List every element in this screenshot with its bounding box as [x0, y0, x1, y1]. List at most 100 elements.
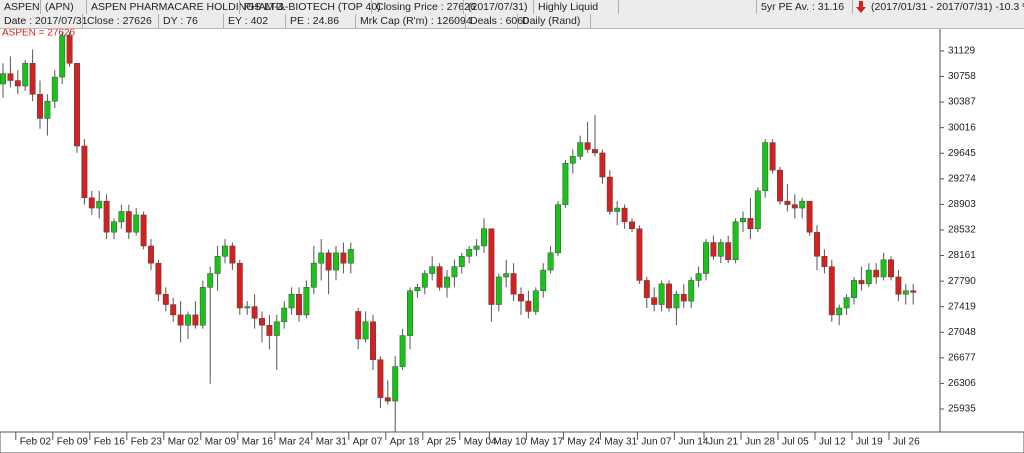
candle-body: [51, 76, 58, 102]
x-tick-label: May 04: [464, 437, 497, 448]
candle-body: [814, 231, 820, 257]
candle-body: [59, 35, 66, 78]
x-tick-label: Jul 12: [819, 437, 846, 448]
candle-body: [710, 242, 717, 257]
x-tick-label: May 17: [530, 437, 563, 448]
x-tick-label: Apr 18: [390, 437, 420, 448]
candle-body: [251, 306, 258, 319]
candle-body: [880, 259, 887, 278]
x-tick-label: Mar 24: [279, 437, 311, 448]
ey: EY : 402: [223, 14, 268, 28]
candle-body: [362, 321, 369, 340]
x-axis-band: [0, 431, 1024, 453]
period-change: (2017/01/31 - 2017/07/31) -10.3 %: [852, 0, 1024, 14]
candle-body: [281, 307, 288, 323]
market-cap: Mrk Cap (R'm) : 126094: [355, 14, 472, 28]
candle-body: [747, 218, 754, 229]
candle-body: [651, 297, 658, 305]
candle-body: [777, 169, 783, 202]
candle-body: [214, 256, 221, 274]
candle-body: [695, 273, 702, 281]
candle-body: [185, 314, 191, 326]
candle-body: [740, 218, 746, 223]
candle-body: [325, 252, 332, 271]
candle-body: [273, 321, 280, 336]
candle-body: [629, 221, 635, 229]
candle-body: [902, 290, 909, 295]
candle-body: [421, 273, 428, 288]
y-tick-label: 26306: [948, 378, 976, 389]
candle-body: [584, 142, 591, 150]
x-tick-label: Jun 07: [641, 437, 671, 448]
candle-body: [836, 307, 843, 316]
x-tick-label: May 31: [604, 437, 637, 448]
candle-body: [148, 245, 154, 264]
x-tick-label: Feb 16: [94, 437, 126, 448]
x-tick-label: Jun 28: [745, 437, 775, 448]
candle-body: [458, 256, 465, 267]
x-tick-label: Mar 31: [316, 437, 348, 448]
candle-body: [259, 318, 265, 326]
candle-body: [592, 149, 598, 154]
candle-body: [865, 269, 872, 285]
candle-body: [495, 276, 502, 305]
candle-body: [207, 273, 214, 288]
candle-body: [466, 249, 473, 257]
candle-body: [74, 63, 80, 147]
candle-body: [673, 293, 680, 309]
pe-average: 5yr PE Av. : 31.16: [756, 0, 844, 14]
candle-body: [347, 249, 354, 264]
candle-body: [666, 283, 672, 309]
y-tick-label: 30387: [948, 97, 976, 108]
candle-body: [392, 366, 399, 402]
candle-body: [236, 262, 243, 309]
blank-cell: [618, 0, 755, 14]
x-tick-label: May 10: [493, 437, 526, 448]
candle-body: [621, 207, 628, 223]
candle-body: [133, 214, 140, 233]
candle-body: [577, 142, 584, 157]
candle-body: [473, 245, 480, 250]
info-bar: Date : 2017/07/31 Close : 27626 DY : 76 …: [0, 14, 1024, 29]
candle-body: [599, 152, 606, 178]
candle-body: [843, 297, 850, 309]
candle-body: [858, 280, 865, 285]
code: (APN): [40, 0, 74, 14]
candle-body: [29, 63, 36, 95]
y-tick-label: 25935: [948, 404, 976, 415]
candle-body: [451, 266, 458, 278]
closing-date: (2017/07/31): [463, 0, 528, 14]
candle-body: [177, 314, 184, 326]
candle-body: [266, 324, 273, 336]
y-tick-label: 30016: [948, 122, 976, 133]
candle-body: [688, 280, 695, 302]
candle-body: [37, 94, 43, 119]
y-tick-label: 28903: [948, 199, 976, 210]
candle-body: [725, 242, 732, 260]
candle-body: [540, 269, 547, 292]
candle-body: [340, 252, 347, 264]
y-tick-label: 26677: [948, 352, 976, 363]
x-tick-label: Mar 16: [242, 437, 274, 448]
candle-body: [125, 211, 132, 233]
candle-body: [562, 162, 569, 205]
candle-body: [333, 252, 339, 271]
candle-body: [806, 200, 813, 233]
candle-body: [414, 287, 421, 292]
candle-body: [754, 190, 761, 229]
candle-body: [377, 359, 384, 398]
candle-body: [370, 321, 376, 360]
candle-body: [555, 204, 561, 254]
candle-body: [303, 287, 310, 316]
candle-body: [444, 276, 450, 288]
candle-body: [636, 228, 643, 281]
candle-body: [310, 262, 317, 288]
candle-body: [851, 280, 857, 298]
candle-body: [703, 242, 709, 274]
candle-body: [14, 80, 21, 87]
candle-body: [895, 276, 902, 295]
dy: DY : 76: [158, 14, 198, 28]
candle-body: [525, 300, 532, 312]
